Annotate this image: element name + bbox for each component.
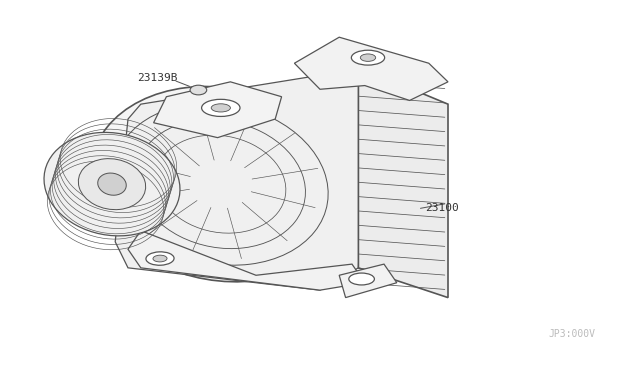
Ellipse shape <box>78 158 146 210</box>
Polygon shape <box>154 82 282 138</box>
Text: JP3:000V: JP3:000V <box>548 328 595 339</box>
Ellipse shape <box>211 104 230 112</box>
Ellipse shape <box>351 50 385 65</box>
Polygon shape <box>115 67 416 290</box>
Ellipse shape <box>153 255 167 262</box>
Ellipse shape <box>44 132 180 236</box>
Polygon shape <box>358 67 448 298</box>
Ellipse shape <box>360 54 376 61</box>
Ellipse shape <box>91 86 351 282</box>
Ellipse shape <box>202 99 240 116</box>
Polygon shape <box>128 231 365 290</box>
Text: 23139B: 23139B <box>138 73 178 83</box>
Ellipse shape <box>190 85 207 95</box>
Ellipse shape <box>98 173 126 195</box>
Text: 23100: 23100 <box>426 203 460 213</box>
Ellipse shape <box>146 252 174 265</box>
Polygon shape <box>294 37 448 100</box>
Ellipse shape <box>349 273 374 285</box>
Polygon shape <box>339 264 397 298</box>
